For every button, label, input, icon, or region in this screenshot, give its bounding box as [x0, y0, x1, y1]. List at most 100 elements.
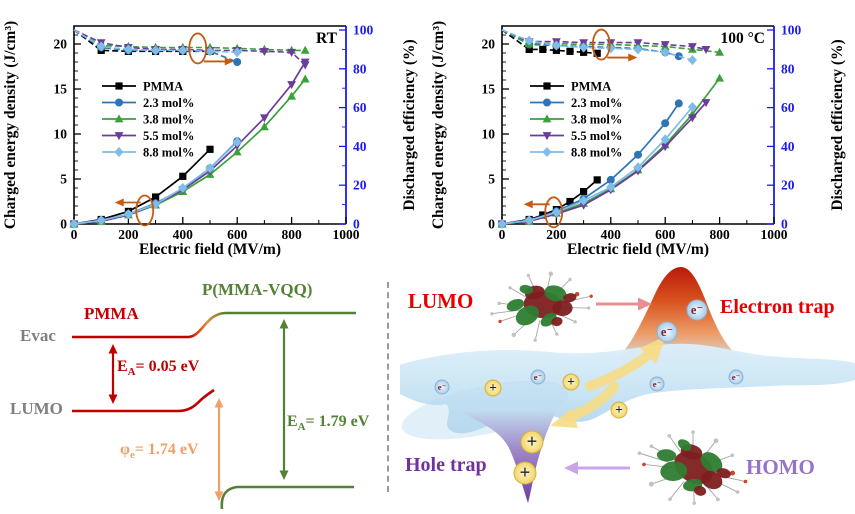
electron-particle: e⁻: [530, 369, 546, 385]
legend-entry: 3.8 mol%: [530, 113, 622, 127]
phi-label: φe= 1.74 eV: [120, 441, 199, 462]
electron-particle: e⁻: [434, 379, 450, 395]
lumo-label: LUMO: [408, 289, 474, 313]
svg-text:+: +: [520, 463, 531, 484]
axis-pointer-ellipse: [591, 28, 611, 61]
svg-text:40: 40: [781, 139, 795, 154]
svg-text:10: 10: [482, 127, 496, 142]
svg-text:15: 15: [54, 82, 68, 97]
right-axis-arrow: [628, 53, 638, 62]
homo-orbital-molecule: [637, 430, 748, 505]
hole-particle: +: [484, 379, 502, 397]
svg-text:400: 400: [173, 227, 194, 242]
svg-text:0: 0: [488, 217, 495, 232]
legend-entry: 8.8 mol%: [530, 146, 622, 160]
svg-text:100: 100: [781, 23, 802, 38]
svg-text:20: 20: [482, 37, 496, 52]
svg-text:0: 0: [353, 217, 360, 232]
homo-label: HOMO: [746, 455, 815, 479]
x-axis-title: Electric field (MV/m): [139, 241, 281, 258]
legend-entry: 2.3 mol%: [530, 96, 622, 110]
svg-text:+: +: [527, 432, 538, 453]
charge-up-arrow: [585, 336, 666, 391]
svg-text:600: 600: [655, 227, 676, 242]
rt-chart-svg: 0 200 400 600 800 100005101520020406080100Ele…: [2, 21, 418, 258]
trap-diagram-svg: e⁻ e⁻ e⁻ e⁻ e⁻ e⁻ + + + + +: [390, 267, 855, 505]
svg-text:15: 15: [482, 82, 496, 97]
svg-text:e⁻: e⁻: [732, 372, 741, 382]
right-axis-title: Discharged efficiency (%): [829, 39, 846, 210]
electron-particle: e⁻: [686, 299, 708, 321]
right-axis-arrow: [224, 57, 234, 66]
svg-text:20: 20: [781, 178, 795, 193]
hole-particle: +: [562, 373, 580, 391]
left-axis-title: Charged energy density (J/cm³): [430, 21, 447, 229]
svg-text:+: +: [489, 380, 497, 395]
svg-text:400: 400: [601, 227, 622, 242]
svg-text:600: 600: [227, 227, 248, 242]
svg-text:PMMA: PMMA: [143, 80, 183, 94]
x-axis-title: Electric field (MV/m): [567, 241, 709, 258]
pmma-label: PMMA: [84, 304, 139, 323]
evac-bend-line: [187, 311, 227, 339]
svg-text:3.8 mol%: 3.8 mol%: [571, 113, 622, 127]
energy-line: [73, 61, 306, 225]
svg-text:+: +: [615, 402, 623, 417]
svg-text:800: 800: [709, 227, 730, 242]
lumo-level-vqq-line: [220, 485, 354, 510]
svg-text:5.5 mol%: 5.5 mol%: [571, 129, 622, 143]
svg-text:2.3 mol%: 2.3 mol%: [571, 96, 622, 110]
svg-text:200: 200: [546, 227, 567, 242]
band-diagram-drawing: [0, 260, 390, 514]
svg-text:0: 0: [71, 227, 78, 242]
svg-text:0: 0: [781, 217, 788, 232]
evac-label: Evac: [20, 326, 56, 345]
svg-text:1000: 1000: [333, 227, 360, 242]
svg-text:8.8 mol%: 8.8 mol%: [571, 146, 622, 160]
svg-text:PMMA: PMMA: [571, 80, 611, 94]
plot-frame: [501, 25, 774, 225]
legend-entry: 3.8 mol%: [102, 113, 194, 127]
ea-vqq-label: EA= 1.79 eV: [287, 413, 370, 434]
band-diagram-svg: [72, 311, 356, 510]
hole-particle: +: [610, 401, 628, 419]
temperature-label: RT: [316, 30, 338, 47]
legend-entry: PMMA: [102, 80, 183, 94]
svg-text:60: 60: [781, 100, 795, 115]
electron-trap-label: Electron trap: [720, 296, 835, 318]
svg-text:60: 60: [353, 100, 367, 115]
left-axis-arrow: [114, 198, 124, 207]
svg-text:e⁻: e⁻: [653, 379, 662, 389]
axis-pointer-ellipse: [544, 196, 564, 229]
svg-text:5.5 mol%: 5.5 mol%: [143, 129, 194, 143]
trap-diagram: e⁻ e⁻ e⁻ e⁻ e⁻ e⁻ + + + + + LUMO Electron trap Hol…: [390, 260, 855, 514]
efficiency-line: [73, 29, 306, 52]
left-axis-arrow: [523, 200, 533, 209]
svg-text:8.8 mol%: 8.8 mol%: [143, 146, 194, 160]
svg-text:20: 20: [353, 178, 367, 193]
svg-text:20: 20: [54, 37, 68, 52]
charts-row: 0 200 400 600 800 1000 0 5 10 15 20 0 20 40 60 80 100 Ele…: [0, 0, 846, 260]
svg-text:2.3 mol%: 2.3 mol%: [143, 96, 194, 110]
hole-particle: +: [520, 430, 544, 454]
svg-text:e⁻: e⁻: [661, 325, 673, 339]
svg-text:e⁻: e⁻: [534, 372, 543, 382]
svg-text:80: 80: [353, 61, 367, 76]
svg-text:e⁻: e⁻: [691, 303, 703, 317]
svg-text:1000: 1000: [761, 227, 788, 242]
svg-text:5: 5: [488, 172, 495, 187]
axis-pointer-ellipse: [135, 194, 155, 227]
axis-pointer-ellipse: [188, 32, 208, 65]
lumo-level-pmma-line: [72, 388, 215, 413]
lumo-level-label: LUMO: [10, 399, 63, 418]
svg-text:3.8 mol%: 3.8 mol%: [143, 113, 194, 127]
100c-chart-svg: 0 200 400 600 800 100005101520020406080100Ele…: [430, 21, 846, 258]
diagrams-row: Evac LUMO PMMA P(MMA-VQQ) EA= 0.05 eV φe…: [0, 260, 855, 514]
chart-rt: 0 200 400 600 800 1000 0 5 10 15 20 0 20 40 60 80 100 Ele…: [0, 0, 427, 260]
ea-vqq-arrow: [279, 319, 289, 480]
legend-entry: 2.3 mol%: [102, 96, 194, 110]
hole-particle: +: [513, 461, 537, 485]
svg-text:10: 10: [54, 127, 68, 142]
svg-text:5: 5: [60, 172, 67, 187]
